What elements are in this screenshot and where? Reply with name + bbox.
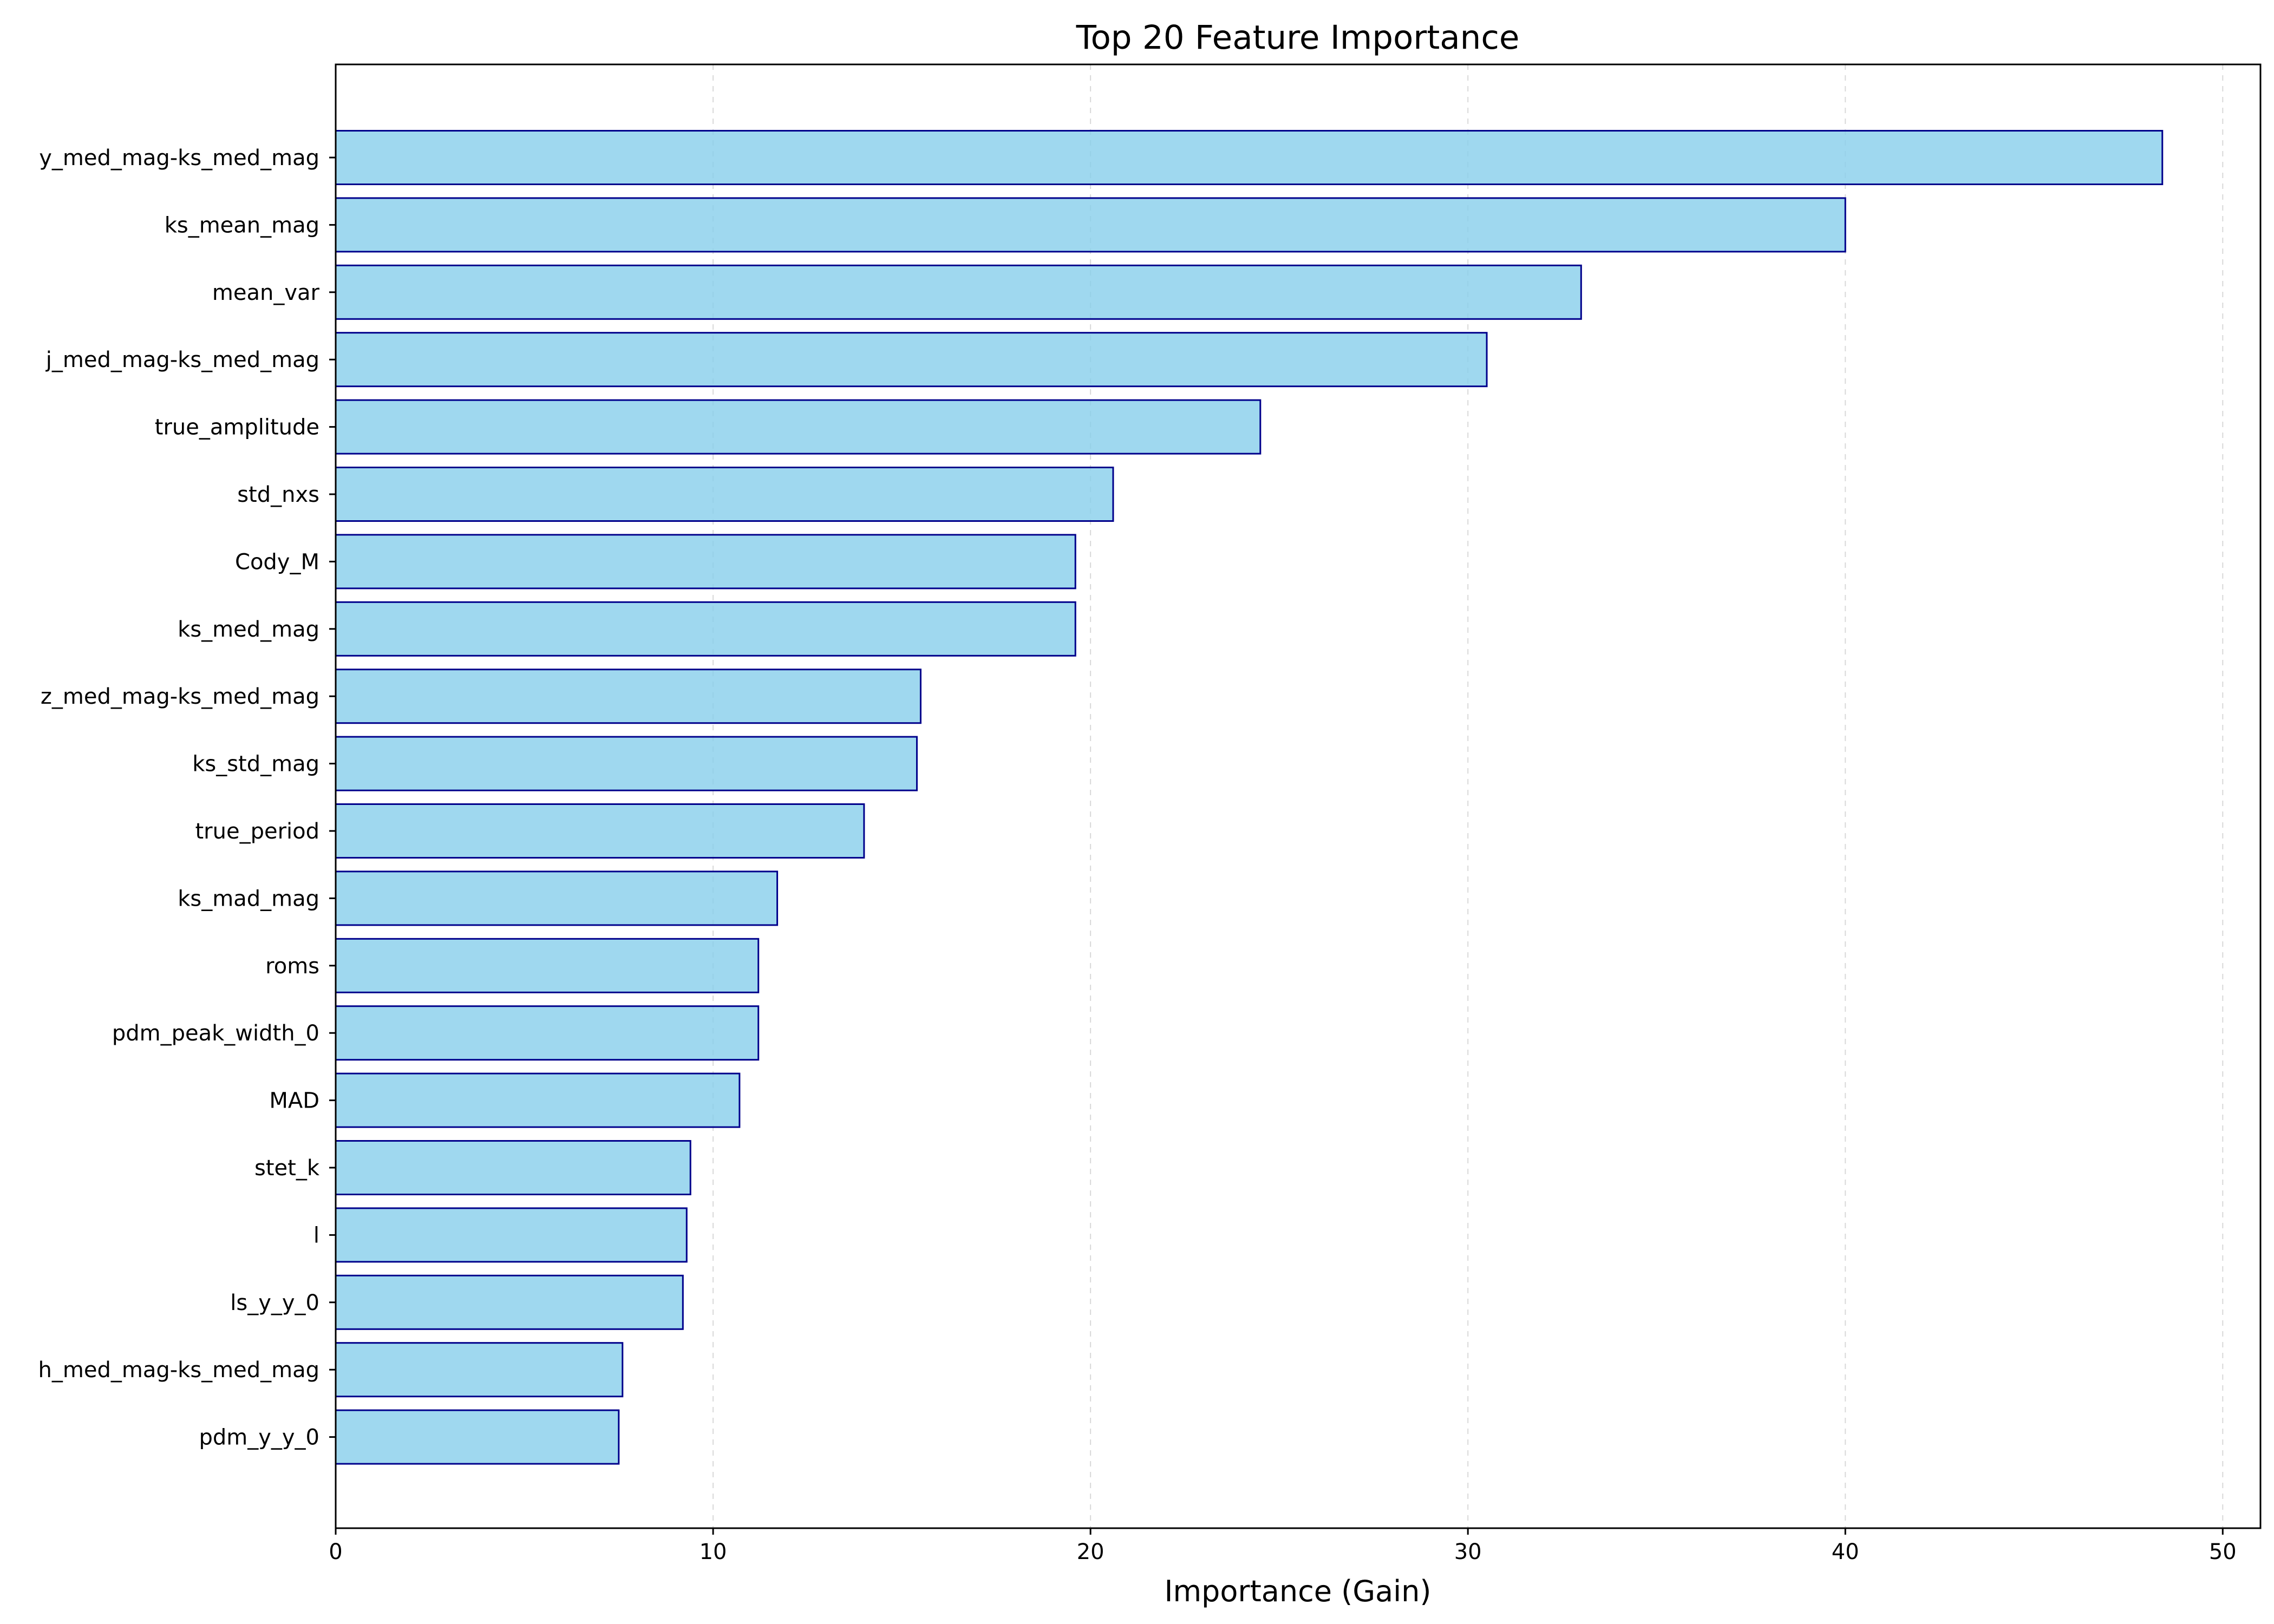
plot-frame — [335, 63, 2262, 1529]
bar — [335, 197, 1846, 253]
bar — [335, 1274, 684, 1330]
category-label: true_amplitude — [155, 415, 319, 440]
x-axis-label: Importance (Gain) — [1165, 1574, 1432, 1608]
category-label: h_med_mag-ks_med_mag — [38, 1358, 319, 1383]
x-tick-label: 30 — [1454, 1540, 1482, 1564]
bar — [335, 870, 779, 926]
bar — [335, 467, 1114, 522]
x-axis-ticks: 0 10 20 30 40 50 — [329, 1528, 2237, 1564]
category-label: ks_mad_mag — [178, 886, 319, 911]
x-tick-label: 40 — [1832, 1540, 1859, 1564]
category-label: ks_med_mag — [178, 617, 319, 642]
bar — [335, 399, 1262, 455]
bar — [335, 601, 1076, 657]
category-label: l — [313, 1223, 319, 1248]
bar — [335, 534, 1076, 590]
x-tick-label: 20 — [1077, 1540, 1105, 1564]
bar — [335, 938, 760, 993]
category-label: ls_y_y_0 — [230, 1291, 319, 1315]
bar — [335, 1342, 624, 1398]
x-tick-label: 50 — [2209, 1540, 2237, 1564]
bars — [335, 130, 2164, 1465]
bar — [335, 736, 918, 791]
category-label: stet_k — [254, 1156, 320, 1181]
category-label: mean_var — [212, 280, 320, 305]
x-tick-label: 10 — [700, 1540, 727, 1564]
bar — [335, 1409, 620, 1465]
category-label: y_med_mag-ks_med_mag — [39, 146, 319, 171]
category-label: z_med_mag-ks_med_mag — [41, 684, 319, 709]
category-label: roms — [265, 954, 319, 979]
category-label: ks_std_mag — [192, 752, 319, 777]
bar — [335, 1140, 691, 1195]
category-label: pdm_y_y_0 — [199, 1425, 319, 1450]
chart-title: Top 20 Feature Importance — [1076, 18, 1520, 57]
category-labels: y_med_mag-ks_med_mag ks_mean_mag mean_varj… — [38, 146, 336, 1450]
bar — [335, 1005, 760, 1061]
x-tick-label: 0 — [329, 1540, 342, 1564]
bar — [335, 1072, 741, 1128]
category-label: j_med_mag-ks_med_mag — [45, 348, 319, 372]
bar — [335, 1207, 688, 1263]
bar — [335, 803, 865, 859]
bar — [335, 669, 922, 724]
category-label: std_nxs — [237, 482, 319, 507]
category-label: MAD — [269, 1089, 319, 1114]
bar — [335, 332, 1488, 388]
bar — [335, 130, 2164, 185]
category-label: ks_mean_mag — [165, 213, 319, 238]
category-label: true_period — [195, 819, 319, 844]
category-label: Cody_M — [235, 549, 319, 574]
bar — [335, 264, 1582, 320]
category-label: pdm_peak_width_0 — [112, 1021, 319, 1046]
